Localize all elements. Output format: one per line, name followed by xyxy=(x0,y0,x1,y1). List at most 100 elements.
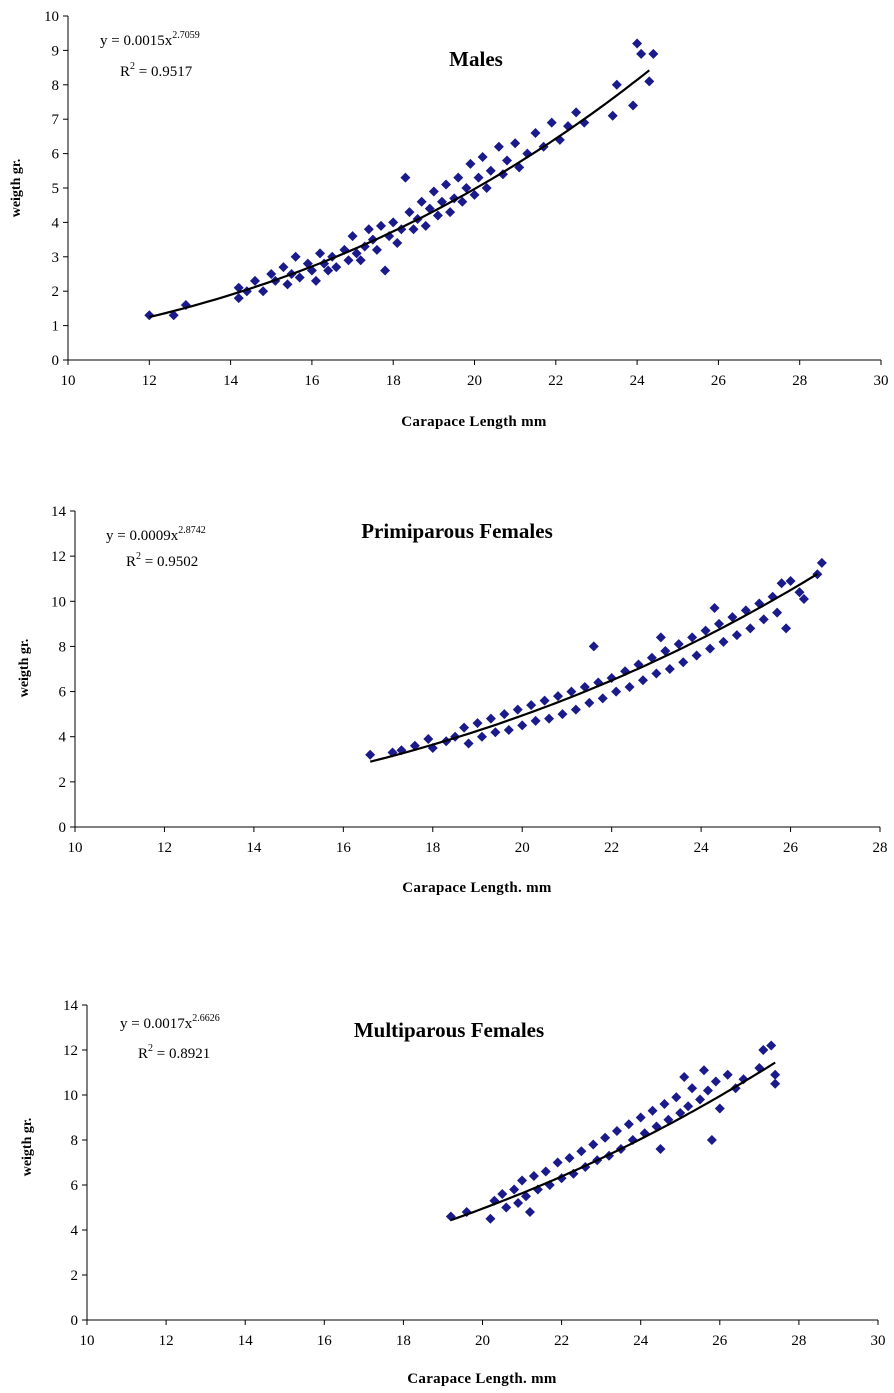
x-tick-label: 18 xyxy=(396,1333,411,1349)
x-tick-label: 16 xyxy=(317,1333,333,1349)
data-point xyxy=(315,248,326,259)
x-tick-label: 28 xyxy=(792,373,807,389)
y-tick-label: 2 xyxy=(52,284,60,300)
data-point xyxy=(687,632,698,643)
x-tick-label: 26 xyxy=(712,1333,728,1349)
y-tick-label: 2 xyxy=(71,1268,79,1284)
data-point xyxy=(323,265,334,276)
x-tick-label: 28 xyxy=(873,840,888,856)
data-point xyxy=(526,700,537,711)
data-point xyxy=(628,100,639,111)
data-point xyxy=(611,79,622,90)
r-squared: R2 = 0.9502 xyxy=(126,551,198,570)
y-tick-label: 8 xyxy=(71,1133,79,1149)
data-point xyxy=(588,641,599,652)
data-point xyxy=(659,1099,670,1109)
data-point xyxy=(588,1139,599,1150)
data-point xyxy=(552,1157,563,1168)
data-point xyxy=(553,691,563,702)
data-point xyxy=(432,210,443,221)
data-point xyxy=(509,1184,520,1195)
data-point xyxy=(647,1105,658,1116)
x-tick-label: 10 xyxy=(61,373,76,389)
x-tick-label: 12 xyxy=(142,373,157,389)
data-point xyxy=(745,623,756,634)
data-point xyxy=(355,255,366,266)
y-tick-label: 1 xyxy=(52,319,60,335)
data-point xyxy=(404,207,415,218)
data-point xyxy=(476,731,487,742)
data-point xyxy=(371,244,382,255)
data-point xyxy=(727,612,738,623)
trend-equation: y = 0.0017x2.6626 xyxy=(120,1013,220,1032)
data-point xyxy=(632,38,643,49)
y-tick-label: 12 xyxy=(51,549,66,565)
data-point xyxy=(473,172,484,183)
data-point xyxy=(584,697,595,708)
data-point xyxy=(798,594,809,605)
data-point xyxy=(731,630,742,641)
data-point xyxy=(714,618,724,629)
data-point xyxy=(671,1092,682,1103)
data-point xyxy=(648,48,659,59)
data-point xyxy=(691,650,702,661)
data-point xyxy=(408,224,419,235)
y-tick-label: 4 xyxy=(59,730,67,746)
data-point xyxy=(331,262,342,273)
data-point xyxy=(530,715,541,726)
trend-equation: y = 0.0015x2.7059 xyxy=(100,30,200,49)
data-point xyxy=(679,1072,690,1082)
x-tick-label: 22 xyxy=(604,840,619,856)
data-point xyxy=(351,248,362,259)
data-point xyxy=(457,196,468,207)
data-point xyxy=(766,1040,777,1051)
data-point xyxy=(282,279,293,290)
data-point xyxy=(570,704,581,715)
data-point xyxy=(503,724,514,735)
data-point xyxy=(624,682,635,693)
data-point xyxy=(441,179,452,190)
data-point xyxy=(776,578,787,589)
data-point xyxy=(420,220,431,231)
data-point xyxy=(510,138,521,149)
data-point xyxy=(655,632,666,643)
data-point xyxy=(709,603,720,614)
y-tick-label: 0 xyxy=(71,1313,79,1329)
x-tick-label: 24 xyxy=(633,1333,649,1349)
x-tick-label: 16 xyxy=(304,373,320,389)
data-point xyxy=(347,231,358,242)
trendline xyxy=(149,69,650,319)
x-tick-label: 20 xyxy=(475,1333,490,1349)
data-point xyxy=(485,165,496,176)
data-point xyxy=(290,251,301,262)
data-point xyxy=(365,749,376,760)
data-point xyxy=(490,727,501,738)
data-point xyxy=(540,1166,551,1177)
data-point xyxy=(564,1153,575,1163)
data-point xyxy=(459,722,470,733)
y-axis-label: weigth gr. xyxy=(9,159,24,218)
y-tick-label: 10 xyxy=(51,594,66,610)
data-point xyxy=(785,575,796,586)
data-point xyxy=(528,1171,539,1181)
data-point xyxy=(294,272,305,283)
data-point xyxy=(544,713,555,724)
data-point xyxy=(436,196,447,207)
x-tick-label: 10 xyxy=(80,1333,95,1349)
data-point xyxy=(258,286,269,297)
data-point xyxy=(571,107,582,118)
y-tick-label: 0 xyxy=(52,353,60,369)
data-point xyxy=(714,1103,725,1114)
data-point xyxy=(168,310,179,321)
data-point xyxy=(710,1076,721,1087)
data-point xyxy=(576,1146,587,1157)
data-point xyxy=(673,639,684,650)
data-point xyxy=(635,1112,646,1123)
data-point xyxy=(428,186,439,197)
data-point xyxy=(423,733,434,744)
data-point xyxy=(501,1202,512,1213)
data-point xyxy=(770,1078,781,1089)
data-point xyxy=(499,709,510,720)
data-point xyxy=(678,657,689,668)
